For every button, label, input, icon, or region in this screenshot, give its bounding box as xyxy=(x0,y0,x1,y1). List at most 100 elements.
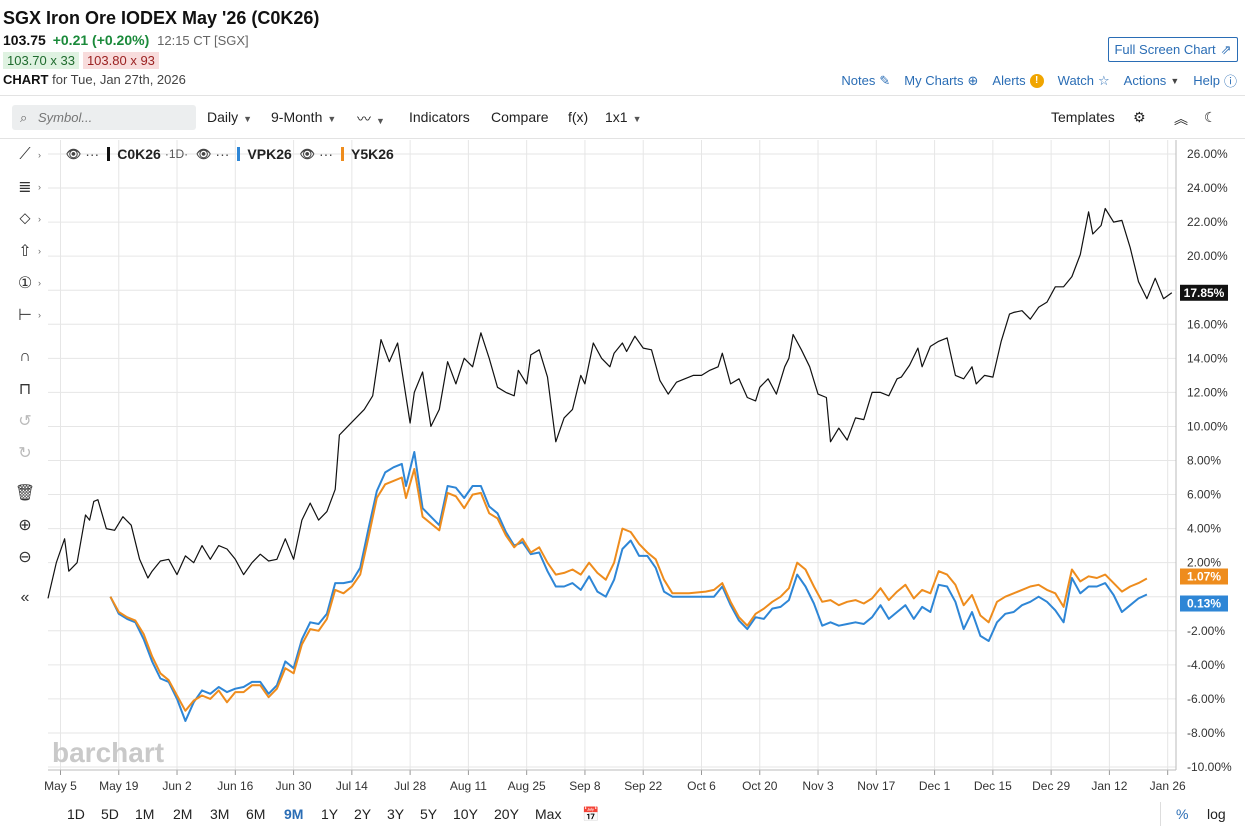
shapes-icon[interactable]: ⬦ › xyxy=(19,210,41,227)
more-icon[interactable]: ··· xyxy=(319,146,333,162)
chart-toolbar: ⌕ Daily▼ 9-Month▼ 〰▼ Indicators Compare … xyxy=(0,95,1245,139)
dark-mode-icon[interactable]: ☾ xyxy=(1204,109,1217,125)
calendar-icon[interactable]: 📅 xyxy=(582,806,600,822)
zoom-in-icon[interactable]: ⊕ xyxy=(18,517,32,534)
range-button-5d[interactable]: 5D xyxy=(101,806,119,822)
symbol-input[interactable] xyxy=(12,105,196,130)
chevron-right-icon: › xyxy=(38,278,41,288)
trash-icon[interactable]: 🗑 xyxy=(14,485,36,502)
scale-button-percent[interactable]: % xyxy=(1176,806,1189,822)
indicators-button[interactable]: Indicators xyxy=(409,109,470,125)
last-price: 103.75 xyxy=(3,32,46,48)
range-button-5y[interactable]: 5Y xyxy=(420,806,438,822)
range-button-20y[interactable]: 20Y xyxy=(494,806,519,822)
legend-series-name: Y5K26 xyxy=(351,146,394,162)
period-label: 9-Month xyxy=(271,109,323,125)
y-tick-label: 2.00% xyxy=(1187,556,1221,570)
bid-value: 103.70 x 33 xyxy=(3,52,79,69)
x-tick-label: Jul 14 xyxy=(336,779,368,793)
y-tick-label: 16.00% xyxy=(1187,317,1228,331)
legend-series-name: VPK26 xyxy=(247,146,292,162)
annotation-icon[interactable]: ① › xyxy=(17,275,41,292)
range-button-6m[interactable]: 6M xyxy=(246,806,266,822)
collapse-up-icon[interactable]: ︽ xyxy=(1174,111,1188,127)
y-tick-label: 6.00% xyxy=(1187,488,1221,502)
help-link[interactable]: Help ⓘ xyxy=(1193,71,1237,90)
range-button-3y[interactable]: 3Y xyxy=(387,806,405,822)
more-icon[interactable]: ··· xyxy=(215,146,230,162)
series-line-c0k26 xyxy=(47,207,1173,599)
y-tick-label: 4.00% xyxy=(1187,522,1221,536)
chevron-right-icon: › xyxy=(38,310,41,320)
x-tick-label: Jun 2 xyxy=(162,779,192,793)
layout-dropdown[interactable]: 1x1 ▼ xyxy=(605,109,642,125)
trendline-icon[interactable]: ⟋ › xyxy=(19,146,41,163)
last-value-badge xyxy=(1180,568,1228,585)
caret-down-icon: ▼ xyxy=(1170,75,1180,86)
help-label: Help xyxy=(1193,73,1220,88)
chevron-down-icon: ▼ xyxy=(632,114,642,124)
interval-dropdown[interactable]: Daily ▼ xyxy=(207,109,252,125)
last-value-badge xyxy=(1180,595,1228,612)
last-value-badge xyxy=(1180,284,1228,301)
my-charts-link[interactable]: My Charts ⊕ xyxy=(904,71,978,90)
scale-button-log[interactable]: log xyxy=(1207,806,1226,822)
magnet-icon[interactable]: ∩ xyxy=(19,348,31,365)
range-button-max[interactable]: Max xyxy=(535,806,562,822)
range-button-1y[interactable]: 1Y xyxy=(321,806,339,822)
watch-link[interactable]: Watch ☆ xyxy=(1058,71,1110,90)
period-dropdown[interactable]: 9-Month ▼ xyxy=(271,109,336,125)
divider xyxy=(1160,802,1161,826)
range-button-1d[interactable]: 1D xyxy=(67,806,85,822)
range-button-9m[interactable]: 9M xyxy=(284,806,304,822)
chevron-down-icon: ▼ xyxy=(327,114,337,124)
lock-icon[interactable]: ⊓ xyxy=(18,381,32,398)
range-button-1m[interactable]: 1M xyxy=(135,806,155,822)
notes-link[interactable]: Notes ✎ xyxy=(841,71,890,90)
gear-icon[interactable]: ⚙ xyxy=(1133,109,1146,125)
x-tick-label: Dec 15 xyxy=(974,779,1012,793)
alerts-link[interactable]: Alerts ! xyxy=(992,71,1044,90)
range-button-10y[interactable]: 10Y xyxy=(453,806,478,822)
templates-button[interactable]: Templates xyxy=(1051,109,1115,125)
actions-menu[interactable]: Actions ▼ xyxy=(1124,71,1180,90)
y-tick-label: -4.00% xyxy=(1187,658,1225,672)
fx-button[interactable]: f(x) xyxy=(568,109,589,125)
y-tick-label: -6.00% xyxy=(1187,692,1225,706)
interval-label: Daily xyxy=(207,109,239,125)
arrow-up-icon[interactable]: ⇧ › xyxy=(18,243,41,260)
range-button-2m[interactable]: 2M xyxy=(173,806,193,822)
x-tick-label: Sep 22 xyxy=(624,779,662,793)
undo-icon[interactable]: ↺ xyxy=(18,413,32,430)
collapse-icon[interactable]: « xyxy=(20,589,30,606)
measure-icon[interactable]: ⊢ › xyxy=(18,307,41,324)
x-tick-label: Oct 6 xyxy=(687,779,716,793)
help-icon: ⓘ xyxy=(1223,74,1237,89)
line-chart-icon: 〰 xyxy=(357,111,371,127)
chevron-right-icon: › xyxy=(38,150,41,160)
star-icon: ☆ xyxy=(1098,72,1110,88)
last-value-label: 0.13% xyxy=(1187,597,1221,611)
chevron-down-icon: ▼ xyxy=(243,114,253,124)
chevron-down-icon: ▼ xyxy=(376,116,385,126)
x-tick-label: May 19 xyxy=(99,779,139,793)
full-screen-chart-button[interactable]: Full Screen Chart ⇗ xyxy=(1108,37,1238,62)
zoom-out-icon[interactable]: ⊖ xyxy=(18,549,32,566)
eye-icon[interactable]: 👁 xyxy=(196,147,212,161)
y-tick-label: 24.00% xyxy=(1187,181,1228,195)
eye-icon[interactable]: 👁 xyxy=(299,147,315,161)
x-tick-label: Sep 8 xyxy=(569,779,601,793)
redo-icon[interactable]: ↻ xyxy=(18,445,32,462)
y-tick-label: 10.00% xyxy=(1187,419,1228,433)
fib-icon[interactable]: ≣ › xyxy=(18,179,41,196)
eye-icon[interactable]: 👁 xyxy=(66,147,82,161)
chart-area[interactable]: -10.00% -8.00% -6.00% -4.00% -2.00% 2.00% 4.00… xyxy=(0,140,1245,800)
range-button-3m[interactable]: 3M xyxy=(210,806,230,822)
chart-type-dropdown[interactable]: 〰 ▼ xyxy=(357,109,385,129)
more-icon[interactable]: ··· xyxy=(85,146,100,162)
bid-ask: 103.70 x 33 103.80 x 93 xyxy=(3,52,159,69)
x-tick-label: Dec 29 xyxy=(1032,779,1070,793)
range-button-2y[interactable]: 2Y xyxy=(354,806,372,822)
compare-button[interactable]: Compare xyxy=(491,109,549,125)
drawing-toolbar: ⟋ › ≣ › ⬦ › ⇧ › ① › ⊢ › ∩ ⊓ ↺ ↻ 🗑 ⊕ ⊖ « xyxy=(0,140,48,620)
